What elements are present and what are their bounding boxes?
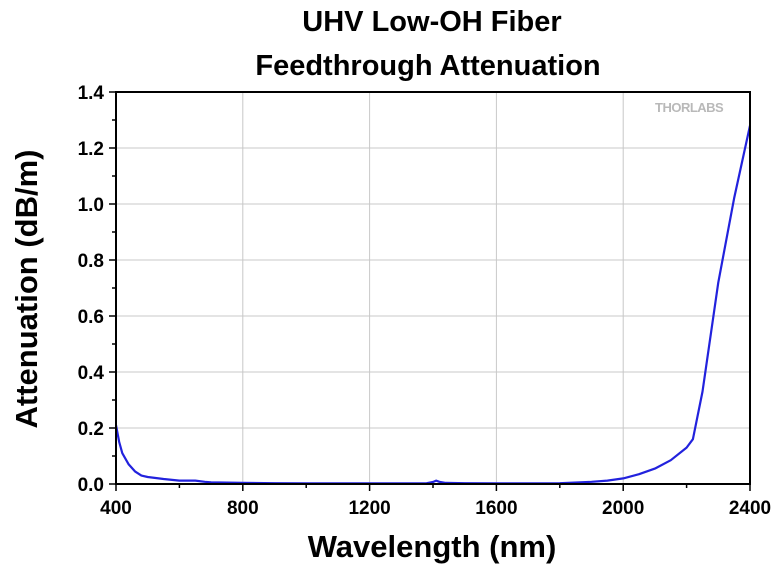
x-tick-label: 400 xyxy=(100,498,132,519)
axis-ticks xyxy=(109,91,751,491)
grid-lines xyxy=(116,92,750,484)
x-tick-label: 2000 xyxy=(602,498,644,519)
y-tick-label: 0.0 xyxy=(78,475,104,496)
y-tick-label: 0.4 xyxy=(78,363,105,384)
x-axis-title: Wavelength (nm) xyxy=(308,529,557,564)
x-tick-label: 800 xyxy=(227,498,259,519)
x-axis-tick-labels: 400 800 1200 1600 2000 2400 xyxy=(100,498,771,519)
plot-frame xyxy=(115,91,751,485)
y-axis-tick-labels: 0.0 0.2 0.4 0.6 0.8 1.0 1.2 1.4 xyxy=(78,83,105,496)
attenuation-series-line xyxy=(114,125,752,485)
thorlabs-logo-text: THORLABS xyxy=(655,100,724,115)
chart-title-line-2: Feedthrough Attenuation xyxy=(255,50,600,82)
chart-title-line-1: UHV Low-OH Fiber xyxy=(302,6,561,38)
x-tick-label: 1600 xyxy=(475,498,517,519)
y-tick-label: 1.2 xyxy=(78,139,104,160)
x-tick-label: 1200 xyxy=(348,498,390,519)
thorlabs-logo: THORLABS xyxy=(646,97,749,115)
y-tick-label: 0.2 xyxy=(78,419,104,440)
x-tick-label: 2400 xyxy=(729,498,771,519)
y-tick-label: 0.8 xyxy=(78,251,104,272)
y-tick-label: 1.4 xyxy=(78,83,105,104)
y-axis-title: Attenuation (dB/m) xyxy=(9,150,44,429)
y-tick-label: 1.0 xyxy=(78,195,104,216)
y-tick-label: 0.6 xyxy=(78,307,104,328)
thorlabs-logo-background xyxy=(646,97,749,115)
